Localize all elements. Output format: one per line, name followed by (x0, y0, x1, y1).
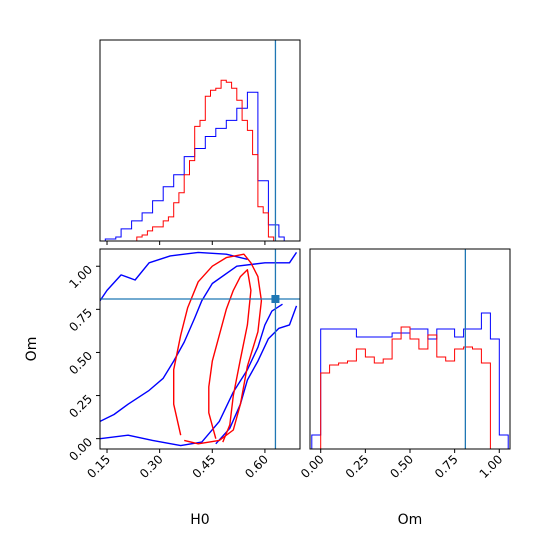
contour-series-2-line-2 (208, 269, 252, 443)
y-axis-label: Om (24, 337, 40, 362)
y-tick-label: 1.00 (66, 262, 95, 291)
hist-series-2 (311, 326, 509, 449)
x-tick-label: 0.00 (298, 452, 327, 481)
panel-hist_H0 (99, 39, 301, 245)
contour-series-1-line-2 (100, 303, 283, 447)
y-tick-label: 0.75 (66, 306, 95, 335)
hist-series-1 (104, 91, 285, 241)
axes-frame (99, 39, 301, 242)
hist-series-1 (311, 312, 509, 449)
y-tick-label: 0.50 (66, 349, 95, 378)
x-tick-label: 0.45 (190, 452, 219, 481)
panel-hist_Om: 0.00 0.25 0.50 0.75 1.00 Om (298, 248, 511, 528)
y-tick-label: 0.00 (66, 435, 95, 464)
contour-series-1-line-4 (215, 305, 298, 445)
x-tick-label: 1.00 (477, 452, 506, 481)
x-tick-label: 0.15 (84, 452, 113, 481)
contour-series-1-line-3 (100, 251, 248, 302)
truth-marker (271, 295, 280, 303)
panel-contour_H0_Om: 0.15 0.30 0.45 0.60 0.00 0.25 0.50 0.75 1.00 H0 Om (24, 248, 301, 528)
contour-series-2-line-1 (173, 253, 263, 445)
x-tick-label: 0.25 (343, 452, 372, 481)
hist-series-2 (105, 79, 285, 241)
contour-series-1-line-1 (100, 252, 298, 423)
x-tick-label: 0.75 (432, 452, 461, 481)
x-axis-label: H0 (190, 512, 209, 528)
x-tick-label: 0.30 (137, 452, 166, 481)
x-axis-label: Om (398, 512, 423, 528)
x-tick-label: 0.50 (387, 452, 416, 481)
y-tick-label: 0.25 (66, 392, 95, 421)
x-tick-label: 0.60 (242, 452, 271, 481)
axes-frame (99, 248, 301, 450)
